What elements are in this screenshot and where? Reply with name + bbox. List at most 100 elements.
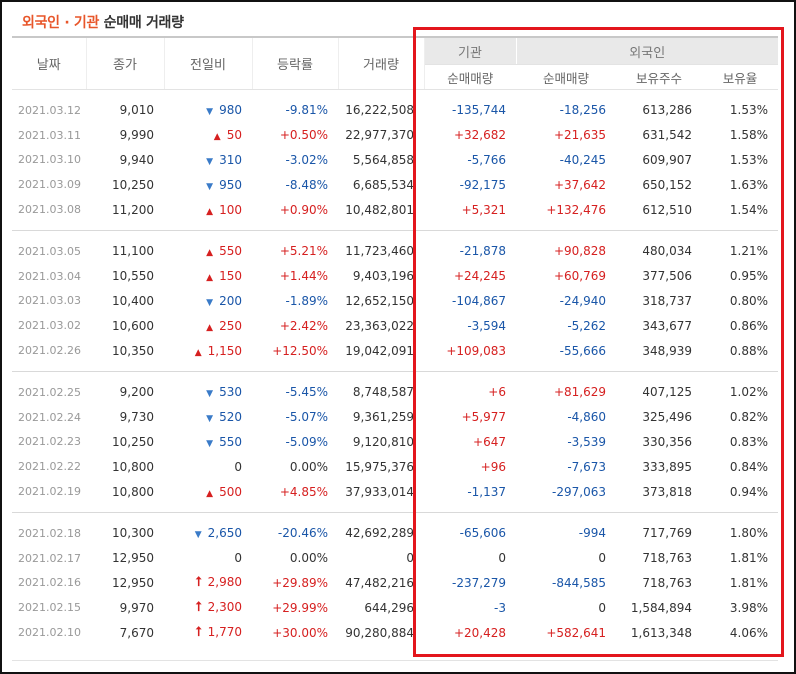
cell-change: ⭡ 2,980 xyxy=(164,571,252,596)
group-spacer xyxy=(12,504,778,513)
triangle-up-icon: ▲ xyxy=(206,322,214,333)
cell-foreign-net: -40,245 xyxy=(559,152,606,167)
cell-inst-net: -1,137 xyxy=(467,484,506,499)
cell-rate: -8.48% xyxy=(285,177,328,192)
cell-date: 2021.02.26 xyxy=(18,344,81,358)
limit-up-arrow-icon: ⭡ xyxy=(195,600,202,616)
cell-foreign-net: -994 xyxy=(578,526,606,541)
cell-foreign-net: 0 xyxy=(598,600,606,615)
cell-change-value: 500 xyxy=(219,484,242,499)
cell-ratio: 0.95% xyxy=(729,269,768,284)
cell-holdings: 613,286 xyxy=(642,103,692,118)
cell-volume: 16,222,508 xyxy=(345,103,414,118)
cell-ratio: 1.81% xyxy=(729,575,768,590)
cell-inst-net: 0 xyxy=(498,551,506,566)
cell-inst-net: +647 xyxy=(473,434,506,449)
cell-change: ▼ 2,650 xyxy=(164,521,252,546)
cell-change-value: 150 xyxy=(219,269,242,284)
cell-change-value: 950 xyxy=(219,177,242,192)
table-bottom-rule xyxy=(12,660,778,661)
cell-volume: 5,564,858 xyxy=(352,152,414,167)
title-foreign-institution: 외국인 · 기관 xyxy=(22,15,100,31)
cell-change-value: 550 xyxy=(219,434,242,449)
cell-holdings: 612,510 xyxy=(642,202,692,217)
header-ratio: 보유율 xyxy=(702,64,778,90)
cell-holdings: 348,939 xyxy=(642,343,692,358)
triangle-down-icon: ▼ xyxy=(206,438,214,449)
cell-volume: 23,363,022 xyxy=(345,318,414,333)
cell-close: 10,600 xyxy=(112,318,154,333)
table-row: 2021.03.05 11,100 ▲ 550 +5.21% 11,723,460 -21,… xyxy=(12,239,778,264)
cell-holdings: 333,895 xyxy=(642,459,692,474)
cell-holdings: 325,496 xyxy=(642,410,692,425)
triangle-up-icon: ▲ xyxy=(206,273,214,284)
limit-up-arrow-icon: ⭡ xyxy=(195,625,202,641)
cell-rate: -3.02% xyxy=(285,152,328,167)
header-holdings: 보유주수 xyxy=(616,64,702,90)
triangle-down-icon: ▼ xyxy=(206,181,214,192)
cell-foreign-net: +132,476 xyxy=(546,202,606,217)
header-foreigner: 외국인 xyxy=(515,36,778,65)
cell-volume: 6,685,534 xyxy=(352,177,414,192)
cell-change: ⭡ 1,770 xyxy=(164,620,252,645)
triangle-up-icon: ▲ xyxy=(206,248,214,259)
triangle-down-icon: ▼ xyxy=(206,414,214,425)
cell-close: 11,100 xyxy=(112,244,154,259)
cell-inst-net: -3 xyxy=(494,600,506,615)
cell-change-value: 50 xyxy=(226,128,242,143)
triangle-down-icon: ▼ xyxy=(206,297,214,308)
group-spacer xyxy=(12,372,778,380)
cell-close: 9,010 xyxy=(119,103,154,118)
cell-inst-net: -237,279 xyxy=(452,575,506,590)
table-row: 2021.03.03 10,400 ▼ 200 -1.89% 12,652,150 -104… xyxy=(12,289,778,314)
cell-change-value: 980 xyxy=(219,103,242,118)
cell-holdings: 407,125 xyxy=(642,385,692,400)
cell-holdings: 718,763 xyxy=(642,575,692,590)
group-separator xyxy=(12,371,778,372)
cell-date: 2021.03.02 xyxy=(18,319,81,333)
cell-foreign-net: +582,641 xyxy=(546,625,606,640)
cell-date: 2021.02.10 xyxy=(18,626,81,640)
cell-change-value: 100 xyxy=(219,202,242,217)
triangle-up-icon: ▲ xyxy=(206,206,214,217)
cell-volume: 90,280,884 xyxy=(345,625,414,640)
cell-ratio: 0.82% xyxy=(729,410,768,425)
cell-ratio: 1.54% xyxy=(729,202,768,217)
cell-date: 2021.02.23 xyxy=(18,435,81,449)
table-row: 2021.02.22 10,800 0 0.00% 15,975,376 +96 -7,67… xyxy=(12,454,778,479)
cell-holdings: 631,542 xyxy=(642,128,692,143)
cell-volume: 22,977,370 xyxy=(345,128,414,143)
cell-date: 2021.02.15 xyxy=(18,601,81,615)
group-spacer xyxy=(12,90,778,99)
cell-close: 10,250 xyxy=(112,177,154,192)
cell-holdings: 330,356 xyxy=(642,434,692,449)
cell-volume: 8,748,587 xyxy=(352,385,414,400)
table-row: 2021.02.10 7,670 ⭡ 1,770 +30.00% 90,280,884 +2… xyxy=(12,620,778,645)
table-row: 2021.03.04 10,550 ▲ 150 +1.44% 9,403,196 +24,2… xyxy=(12,264,778,289)
cell-volume: 0 xyxy=(406,551,414,566)
cell-inst-net: -65,606 xyxy=(459,526,506,541)
cell-foreign-net: -5,262 xyxy=(567,318,606,333)
cell-rate: +30.00% xyxy=(272,625,328,640)
table-row: 2021.02.17 12,950 0 0.00% 0 0 0 718,763 1.81% xyxy=(12,546,778,571)
cell-ratio: 0.84% xyxy=(729,459,768,474)
cell-volume: 9,120,810 xyxy=(352,434,414,449)
header-institution: 기관 xyxy=(423,36,516,65)
header-change: 전일비 xyxy=(164,36,253,90)
cell-change: ▼ 200 xyxy=(164,289,252,314)
header-inst-net: 순매매량 xyxy=(424,64,516,90)
cell-holdings: 480,034 xyxy=(642,244,692,259)
cell-volume: 37,933,014 xyxy=(345,484,414,499)
triangle-down-icon: ▼ xyxy=(206,107,214,118)
table-row: 2021.02.16 12,950 ⭡ 2,980 +29.89% 47,482,216 -… xyxy=(12,571,778,596)
triangle-down-icon: ▼ xyxy=(206,156,214,167)
cell-inst-net: +96 xyxy=(480,459,506,474)
cell-inst-net: -135,744 xyxy=(452,103,506,118)
cell-foreign-net: +37,642 xyxy=(553,177,606,192)
table-row: 2021.02.24 9,730 ▼ 520 -5.07% 9,361,259 +5,977… xyxy=(12,405,778,430)
table-row: 2021.03.11 9,990 ▲ 50 +0.50% 22,977,370 +32,68… xyxy=(12,123,778,148)
cell-close: 12,950 xyxy=(112,575,154,590)
group-spacer xyxy=(12,231,778,239)
cell-change: ▼ 550 xyxy=(164,430,252,455)
cell-foreign-net: -3,539 xyxy=(567,434,606,449)
